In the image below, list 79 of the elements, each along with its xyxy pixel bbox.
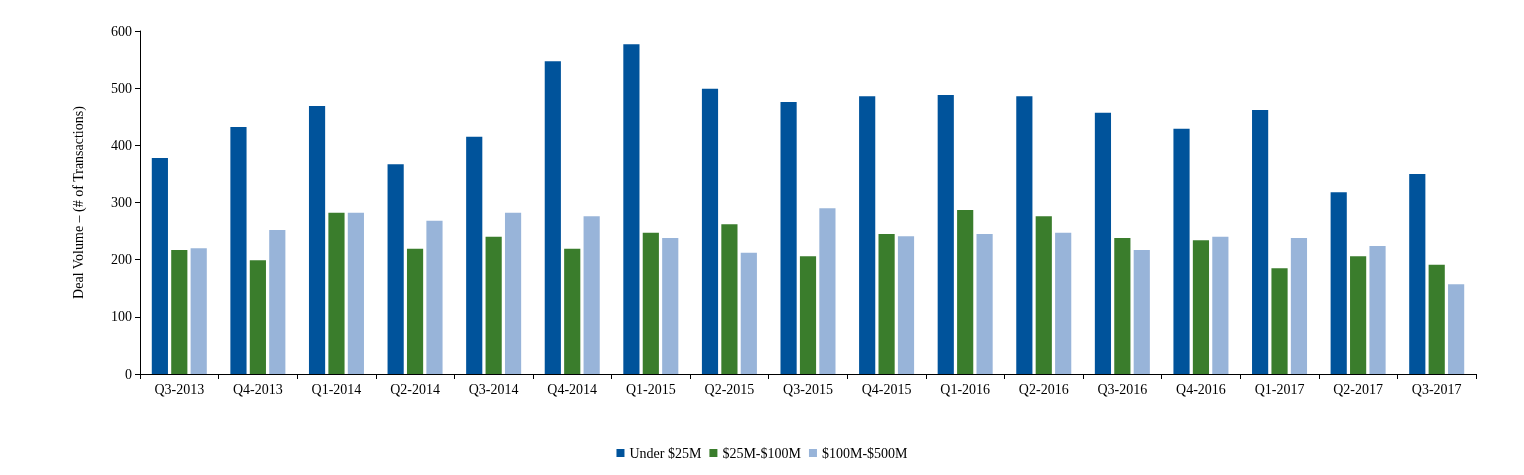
x-tick-label: Q3-2013 (154, 381, 205, 397)
y-tick-label: 500 (111, 80, 132, 96)
bar (780, 101, 797, 374)
bar (1428, 264, 1445, 374)
bar (937, 95, 954, 374)
bar (1252, 109, 1269, 374)
legend-label: $100M-$500M (821, 445, 909, 461)
legend-label: Under $25M (629, 445, 702, 461)
bar (1114, 237, 1131, 374)
bar (1290, 237, 1308, 374)
x-tick-label: Q1-2014 (311, 381, 362, 397)
bar (1271, 268, 1288, 374)
bar (190, 248, 207, 374)
bar (406, 248, 424, 374)
bar (819, 208, 836, 374)
bar (328, 212, 345, 374)
x-tick-label: Q1-2015 (625, 381, 676, 397)
bar (1409, 173, 1426, 374)
x-tick-label: Q2-2014 (390, 381, 440, 397)
x-tick-label: Q4-2013 (232, 381, 283, 397)
x-tick-label: Q4-2014 (547, 381, 598, 397)
bar (583, 216, 600, 374)
bar (976, 233, 993, 374)
bar (1094, 112, 1112, 374)
x-tick-label: Q3-2017 (1411, 381, 1462, 397)
bar (1016, 96, 1033, 374)
bar (878, 233, 895, 374)
bar (1330, 192, 1347, 374)
y-tick-label: 0 (125, 366, 132, 382)
y-tick-label: 100 (111, 309, 132, 325)
bar (249, 260, 266, 374)
bar (897, 236, 915, 374)
x-tick-label: Q2-2015 (704, 381, 755, 397)
bar (1448, 284, 1465, 374)
legend-label: $25M-$100M (722, 445, 802, 461)
x-tick-label: Q2-2016 (1018, 381, 1069, 397)
bar (662, 237, 679, 374)
bar (859, 96, 876, 374)
bar (426, 220, 443, 374)
x-tick-label: Q1-2016 (940, 381, 991, 397)
bar (308, 105, 326, 374)
bar (230, 127, 247, 374)
bar (642, 232, 659, 374)
bar (799, 256, 817, 374)
x-tick-label: Q3-2015 (783, 381, 833, 397)
bar (623, 44, 640, 374)
y-tick-label: 600 (111, 23, 132, 39)
bar (1369, 245, 1386, 374)
bar (1350, 256, 1367, 374)
y-axis-title: Deal Volume – (# of Transactions) (70, 105, 87, 299)
bar (740, 252, 757, 374)
x-tick-label: Q4-2015 (861, 381, 912, 397)
bar (1133, 249, 1150, 374)
bar (151, 157, 168, 374)
y-tick-label: 300 (111, 195, 132, 210)
bar (466, 136, 483, 374)
x-tick-label: Q2-2017 (1333, 381, 1384, 397)
y-tick-label: 200 (111, 252, 132, 268)
bar (171, 249, 188, 374)
bar (269, 229, 286, 374)
x-tick-label: Q4-2016 (1176, 381, 1226, 397)
bar (721, 224, 738, 374)
bar (1055, 232, 1072, 374)
bar (485, 236, 502, 374)
bar (564, 248, 581, 374)
x-tick-label: Q3-2014 (468, 381, 519, 397)
bar (504, 212, 522, 374)
bar (701, 88, 719, 374)
bar (1173, 128, 1190, 374)
x-tick-label: Q3-2016 (1097, 381, 1148, 397)
bar (957, 209, 974, 374)
bar (347, 212, 364, 374)
y-tick-label: 400 (111, 137, 132, 153)
bar (387, 164, 404, 374)
bar (1212, 236, 1229, 374)
bar (1035, 216, 1052, 374)
bar (544, 61, 561, 374)
x-tick-label: Q1-2017 (1254, 381, 1305, 397)
bar (1192, 240, 1210, 374)
